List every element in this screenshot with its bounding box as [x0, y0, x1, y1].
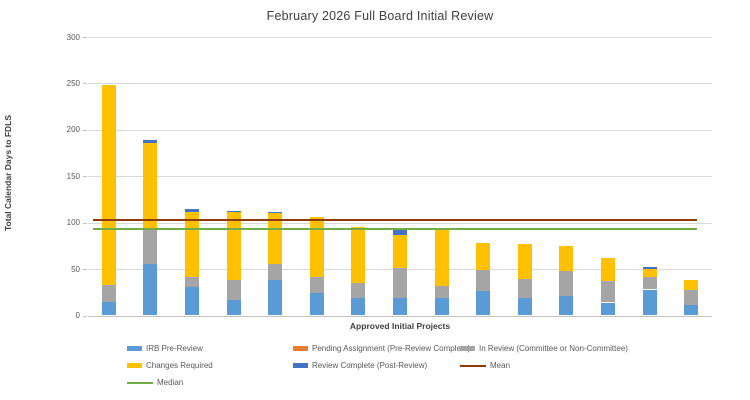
bar-segment [143, 140, 158, 143]
bar-segment [185, 277, 199, 287]
y-tick-label: 250 [66, 78, 80, 88]
gridline-100 [88, 222, 712, 224]
y-tick-mark [83, 222, 87, 224]
legend-swatch [127, 346, 142, 351]
y-tick-mark [83, 129, 87, 131]
bar-segment [434, 297, 449, 316]
bar-segment [351, 227, 366, 283]
legend-item: Median [127, 378, 183, 387]
bar-segment [476, 243, 491, 270]
bar-segment [434, 230, 449, 286]
bar-segment [226, 210, 241, 213]
bar-segment [642, 269, 657, 277]
legend-swatch [293, 363, 308, 368]
median-line [93, 227, 697, 231]
bar-segment [185, 208, 199, 212]
bar-segment [351, 283, 366, 298]
legend-swatch [460, 364, 486, 367]
bar-segment [101, 284, 116, 302]
legend-label: Median [157, 378, 184, 387]
legend-swatch [127, 363, 142, 368]
bar-segment [101, 85, 116, 285]
bar-segment [268, 211, 283, 214]
bar-segment [393, 297, 407, 316]
legend-label: Mean [490, 361, 511, 370]
bar-segment [559, 296, 574, 316]
legend-item: In Review (Committee or Non-Committee) [460, 344, 628, 353]
bar-segment [309, 293, 324, 316]
bar-segment [393, 228, 407, 235]
bar-segment [684, 305, 699, 316]
bar-segment [143, 230, 158, 265]
bar-segment [434, 285, 449, 298]
bar-segment [268, 263, 283, 281]
x-axis-title: Approved Initial Projects [349, 321, 451, 331]
y-tick-mark [83, 176, 87, 178]
legend-label: Changes Required [146, 361, 213, 370]
bar-segment [559, 245, 574, 271]
legend-item: Review Complete (Post-Review) [293, 361, 427, 370]
y-tick-mark [83, 315, 87, 317]
legend-swatch [293, 346, 308, 351]
bar-segment [268, 213, 283, 264]
gridline-200 [88, 129, 712, 131]
bar-segment [517, 297, 532, 316]
bar-segment [101, 301, 116, 316]
bar-segment [351, 297, 366, 316]
mean-line [93, 218, 697, 222]
bar-segment [684, 290, 699, 306]
y-tick-label: 150 [66, 171, 80, 181]
bar-segment [226, 299, 241, 316]
legend-label: Pending Assignment (Pre-Review Complete) [312, 344, 471, 353]
bar-segment [143, 142, 158, 231]
bar-segment [559, 270, 574, 296]
bar-segment [268, 280, 283, 316]
bar-segment [517, 244, 532, 280]
legend-label: IRB Pre-Review [146, 344, 203, 353]
gridline-300 [88, 37, 712, 38]
gridline-150 [88, 176, 712, 178]
bar-segment [226, 212, 241, 281]
legend-label: Review Complete (Post-Review) [312, 361, 428, 370]
legend-item: IRB Pre-Review [127, 344, 203, 353]
legend-swatch [460, 346, 475, 351]
legend-label: In Review (Committee or Non-Committee) [479, 344, 628, 353]
bar-segment [601, 257, 615, 282]
legend-item: Pending Assignment (Pre-Review Complete) [293, 344, 470, 353]
bar-segment [143, 264, 158, 316]
bar-segment [642, 289, 657, 316]
y-tick-mark [83, 83, 87, 85]
legend-item: Changes Required [127, 361, 213, 370]
gridline-250 [88, 83, 712, 85]
bar-segment [642, 267, 657, 270]
bar-segment [601, 281, 615, 303]
bar-segment [185, 286, 199, 316]
y-tick-mark [83, 269, 87, 271]
bar-segment [309, 277, 324, 294]
legend-item: Mean [460, 361, 510, 370]
y-tick-label: 0 [75, 311, 80, 320]
bar-segment [601, 302, 615, 316]
y-axis-title: Total Calendar Days to FDLS [3, 114, 13, 232]
chart-title: February 2026 Full Board Initial Review [266, 9, 494, 23]
bar-segment [642, 276, 657, 290]
bar-segment [517, 279, 532, 298]
y-tick-label: 100 [66, 218, 80, 228]
legend-swatch [127, 381, 153, 384]
y-tick-label: 200 [66, 125, 80, 135]
y-tick-mark [83, 37, 87, 38]
bar-segment [309, 217, 324, 278]
bar-segment [393, 268, 407, 298]
bar-segment [185, 211, 199, 278]
bar-segment [393, 234, 407, 269]
gridline-0 [88, 315, 712, 317]
bar-segment [476, 270, 491, 292]
y-tick-label: 50 [71, 264, 80, 274]
y-tick-label: 300 [66, 32, 80, 42]
bar-segment [226, 280, 241, 300]
bar-segment [684, 280, 699, 291]
bar-segment [476, 291, 491, 316]
